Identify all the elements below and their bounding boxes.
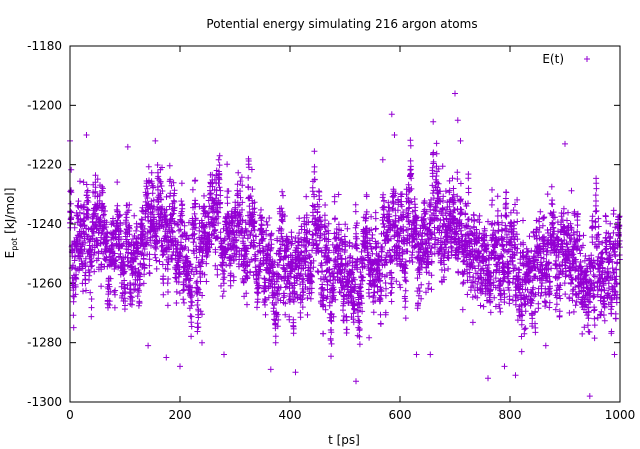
x-tick-label: 1000 [605,408,636,422]
x-tick-label: 200 [169,408,192,422]
data-points-e-t [67,90,623,400]
plot-frame [69,45,621,403]
y-tick-label: -1240 [27,217,62,231]
y-axis-label: Epot [kJ/mol] [3,188,19,259]
x-tick-label: 0 [66,408,74,422]
y-tick-label: -1200 [27,98,62,112]
legend-label-e-t: E(t) [542,52,564,66]
x-axis-label: t [ps] [328,433,360,447]
x-tick-label: 400 [279,408,302,422]
x-tick-label: 800 [499,408,522,422]
y-tick-label: -1220 [27,158,62,172]
chart-title: Potential energy simulating 216 argon at… [206,17,477,31]
y-axis-ticks: -1300 -1280 -1260 -1240 -1220 -1200 -1180 [27,39,620,409]
legend-plus-icon [584,56,590,62]
y-axis-label-subscript: pot [10,238,19,251]
y-tick-label: -1300 [27,395,62,409]
y-tick-label: -1280 [27,336,62,350]
legend: E(t) [542,52,590,66]
svg-text:Epot [kJ/mol]: Epot [kJ/mol] [3,188,19,259]
legend-marker-e-t [584,56,590,62]
x-tick-label: 600 [389,408,412,422]
y-axis-label-main: E [3,251,17,259]
y-tick-label: -1180 [27,39,62,53]
x-axis-ticks: 0 200 400 600 800 1000 [66,46,635,422]
y-axis-label-unit: [kJ/mol] [3,188,17,238]
series-e-t-markers [67,90,623,400]
y-tick-label: -1260 [27,276,62,290]
